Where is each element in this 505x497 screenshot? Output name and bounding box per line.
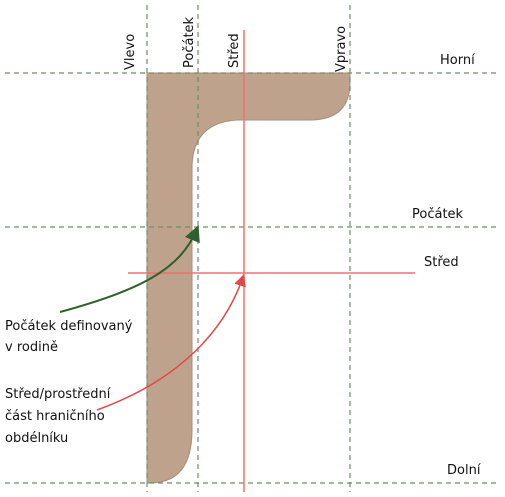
profile-shape — [146, 72, 351, 484]
callout-line: Střed/prostřední — [5, 387, 111, 402]
label-left: Vlevo — [123, 34, 138, 70]
label-center-h: Střed — [424, 255, 459, 270]
label-right: Vpravo — [334, 26, 349, 72]
origin-arrow — [59, 225, 200, 313]
callout-line: obdélníku — [5, 431, 68, 446]
label-origin-v: Počátek — [182, 16, 197, 68]
callout-line: v rodině — [5, 340, 58, 355]
callout-line: Počátek definovaný — [5, 319, 133, 334]
center-arrow — [96, 274, 246, 411]
callout-line: část hraničního — [5, 409, 105, 424]
label-center-v: Střed — [227, 33, 242, 68]
label-origin-h: Počátek — [412, 207, 464, 222]
label-bottom: Dolní — [447, 463, 481, 478]
label-top: Horní — [440, 53, 475, 68]
